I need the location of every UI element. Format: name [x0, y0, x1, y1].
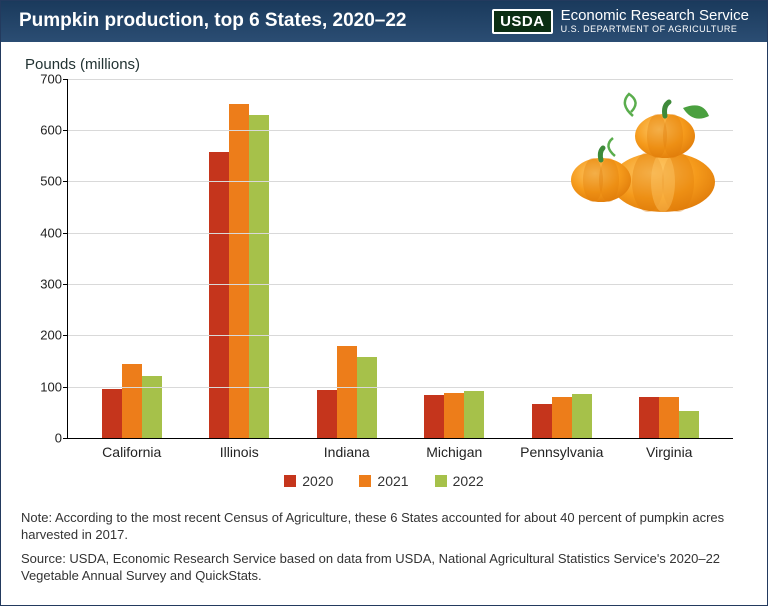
legend-swatch	[359, 475, 371, 487]
y-tick-label: 200	[26, 328, 62, 343]
bar	[444, 393, 464, 438]
legend-item: 2022	[435, 473, 484, 489]
legend-swatch	[435, 475, 447, 487]
gridline	[68, 181, 733, 182]
usda-logo: USDA Economic Research Service U.S. DEPA…	[492, 8, 749, 34]
bar	[552, 397, 572, 438]
bar-group: California	[78, 79, 186, 438]
legend-label: 2022	[453, 473, 484, 489]
x-tick-label: Pennsylvania	[520, 444, 603, 460]
y-tick-mark	[63, 130, 68, 131]
legend-swatch	[284, 475, 296, 487]
gridline	[68, 233, 733, 234]
bar	[102, 389, 122, 438]
y-tick-label: 700	[26, 71, 62, 86]
bar-group: Illinois	[186, 79, 294, 438]
y-tick-label: 400	[26, 225, 62, 240]
y-tick-mark	[63, 233, 68, 234]
x-tick-label: Illinois	[220, 444, 259, 460]
x-tick-label: Virginia	[646, 444, 692, 460]
gridline	[68, 387, 733, 388]
y-axis-label: Pounds (millions)	[25, 56, 743, 73]
legend-label: 2021	[377, 473, 408, 489]
x-tick-label: Michigan	[426, 444, 482, 460]
bar-group: Michigan	[401, 79, 509, 438]
bar	[679, 411, 699, 438]
bar	[249, 115, 269, 438]
footer-notes: Note: According to the most recent Censu…	[1, 501, 767, 605]
bar	[122, 364, 142, 438]
gridline	[68, 284, 733, 285]
bar-groups: CaliforniaIllinoisIndianaMichiganPennsyl…	[68, 79, 733, 438]
bar	[532, 404, 552, 438]
bar	[357, 357, 377, 438]
ers-text: Economic Research Service U.S. DEPARTMEN…	[561, 8, 749, 34]
bar	[209, 152, 229, 438]
bar	[424, 395, 444, 438]
bar	[317, 390, 337, 438]
gridline	[68, 335, 733, 336]
legend-label: 2020	[302, 473, 333, 489]
bar	[142, 376, 162, 438]
y-tick-mark	[63, 387, 68, 388]
ers-line1: Economic Research Service	[561, 8, 749, 25]
bar	[659, 397, 679, 438]
y-tick-label: 100	[26, 379, 62, 394]
y-tick-label: 500	[26, 174, 62, 189]
y-tick-label: 600	[26, 123, 62, 138]
ers-line2: U.S. DEPARTMENT OF AGRICULTURE	[561, 25, 749, 35]
y-tick-mark	[63, 181, 68, 182]
header-logo-block: USDA Economic Research Service U.S. DEPA…	[492, 8, 749, 34]
bar	[229, 104, 249, 437]
gridline	[68, 130, 733, 131]
y-tick-label: 300	[26, 276, 62, 291]
y-tick-mark	[63, 335, 68, 336]
header-bar: Pumpkin production, top 6 States, 2020–2…	[1, 1, 767, 42]
y-tick-mark	[63, 79, 68, 80]
y-tick-label: 0	[26, 430, 62, 445]
x-tick-label: California	[102, 444, 161, 460]
bar-group: Virginia	[616, 79, 724, 438]
gridline	[68, 79, 733, 80]
bar-group: Pennsylvania	[508, 79, 616, 438]
y-tick-mark	[63, 284, 68, 285]
legend-item: 2021	[359, 473, 408, 489]
y-tick-mark	[63, 438, 68, 439]
bar	[572, 394, 592, 438]
legend-item: 2020	[284, 473, 333, 489]
usda-badge: USDA	[492, 9, 553, 34]
chart-area: Pounds (millions) CaliforniaIllinoisIndi…	[1, 42, 767, 501]
bar	[639, 397, 659, 438]
legend: 2020 2021 2022	[25, 473, 743, 489]
bar	[464, 391, 484, 438]
bar	[337, 346, 357, 438]
chart-title: Pumpkin production, top 6 States, 2020–2…	[19, 10, 407, 32]
plot-region: CaliforniaIllinoisIndianaMichiganPennsyl…	[67, 79, 733, 439]
footer-note: Note: According to the most recent Censu…	[21, 509, 747, 544]
bar-group: Indiana	[293, 79, 401, 438]
x-tick-label: Indiana	[324, 444, 370, 460]
chart-card: Pumpkin production, top 6 States, 2020–2…	[0, 0, 768, 606]
footer-source: Source: USDA, Economic Research Service …	[21, 550, 747, 585]
